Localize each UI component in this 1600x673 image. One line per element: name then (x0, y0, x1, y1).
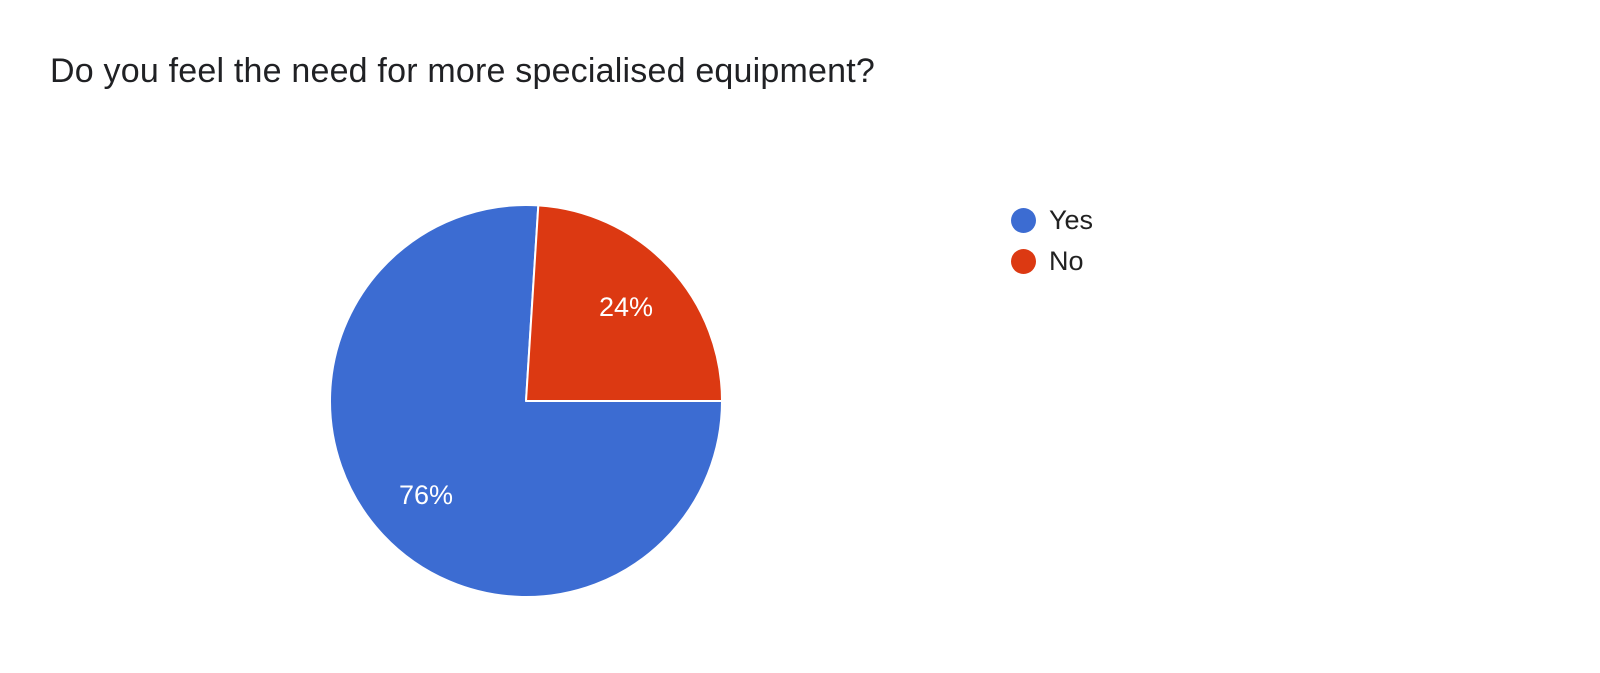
legend-swatch-yes-icon (1011, 208, 1036, 233)
legend-label-yes: Yes (1049, 205, 1094, 235)
chart-title: Do you feel the need for more specialise… (50, 52, 876, 90)
legend-item-no: No (1011, 246, 1093, 276)
legend-item-yes: Yes (1011, 205, 1094, 235)
legend-swatch-no-icon (1011, 249, 1036, 274)
pie-slice-label-yes: 76% (399, 480, 453, 510)
legend-label-no: No (1049, 246, 1084, 276)
pie-slice-no[interactable] (525, 204, 723, 402)
pie-slice-yes[interactable] (329, 204, 723, 598)
legend: Yes No (1011, 205, 1094, 276)
pie-slice-label-no: 24% (599, 292, 653, 322)
